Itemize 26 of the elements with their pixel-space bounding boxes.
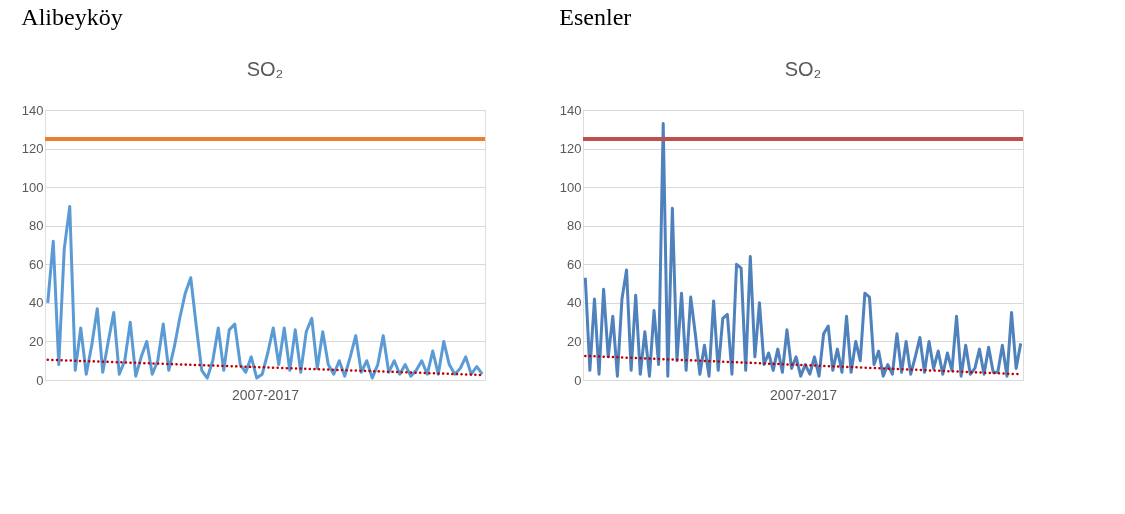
y-tick-label: 20 bbox=[567, 333, 582, 349]
y-tick-label: 60 bbox=[567, 256, 582, 272]
x-axis-title: 2007-2017 bbox=[232, 386, 300, 403]
y-tick-label: 40 bbox=[567, 295, 582, 311]
y-tick-label: 100 bbox=[559, 179, 582, 195]
y-tick-label: 60 bbox=[29, 256, 44, 272]
text: Esenler bbox=[559, 4, 632, 30]
y-tick-label: 80 bbox=[29, 218, 44, 234]
line-series bbox=[46, 204, 484, 380]
line-series bbox=[46, 358, 484, 377]
y-tick-label: 80 bbox=[567, 218, 582, 234]
x-axis-title: 2007-2017 bbox=[770, 386, 838, 403]
y-tick-label: 140 bbox=[559, 102, 582, 118]
text: Alibeyköy bbox=[21, 4, 123, 30]
line-series bbox=[584, 354, 1022, 376]
y-tick-label: 0 bbox=[574, 372, 582, 388]
y-tick-label: 0 bbox=[36, 372, 44, 388]
y-tick-label: 140 bbox=[21, 102, 44, 118]
chart-title: SO₂ bbox=[246, 58, 284, 80]
line-series bbox=[583, 122, 1023, 378]
y-tick-label: 40 bbox=[29, 295, 44, 311]
y-tick-label: 120 bbox=[559, 141, 582, 157]
y-tick-label: 120 bbox=[21, 141, 44, 157]
y-tick-label: 100 bbox=[21, 179, 44, 195]
y-tick-label: 20 bbox=[29, 333, 44, 349]
chart-title: SO₂ bbox=[784, 58, 822, 80]
